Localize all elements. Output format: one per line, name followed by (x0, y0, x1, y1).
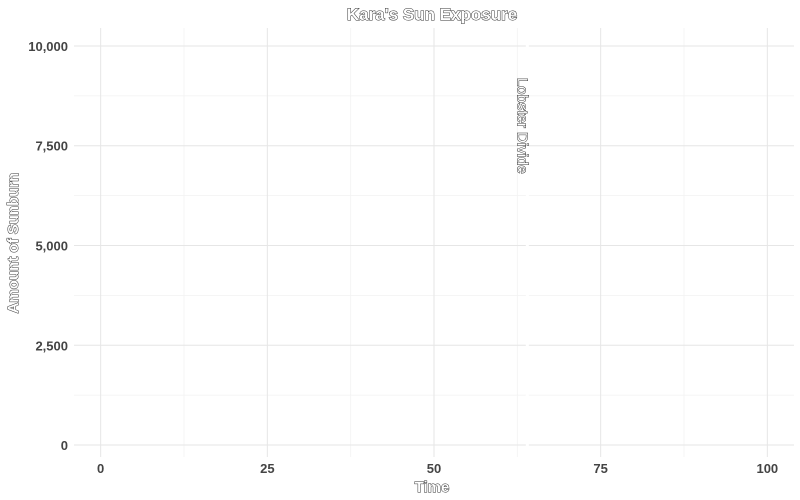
annotation-label: Lobster Divide (513, 78, 530, 174)
x-tick-label: 25 (260, 461, 274, 476)
y-tick-label: 2,500 (35, 338, 68, 353)
y-tick-label: 10,000 (28, 39, 68, 54)
x-tick-label: 50 (427, 461, 441, 476)
y-tick-label: 5,000 (35, 238, 68, 253)
y-axis-title: Amount of Sunburn (5, 173, 22, 314)
x-tick-label: 100 (756, 461, 778, 476)
x-tick-label: 0 (97, 461, 104, 476)
annotation-layer: Lobster Divide (513, 28, 531, 461)
tick-layer: 0 25 50 75 100 0 2,500 5,000 7,500 10,000 (28, 39, 778, 476)
chart-title: Kara's Sun Exposure (347, 5, 517, 24)
x-tick-label: 75 (593, 461, 607, 476)
grid-layer (74, 28, 794, 457)
x-axis-title: Time (415, 479, 450, 496)
y-tick-label: 0 (61, 438, 68, 453)
y-tick-label: 7,500 (35, 139, 68, 154)
